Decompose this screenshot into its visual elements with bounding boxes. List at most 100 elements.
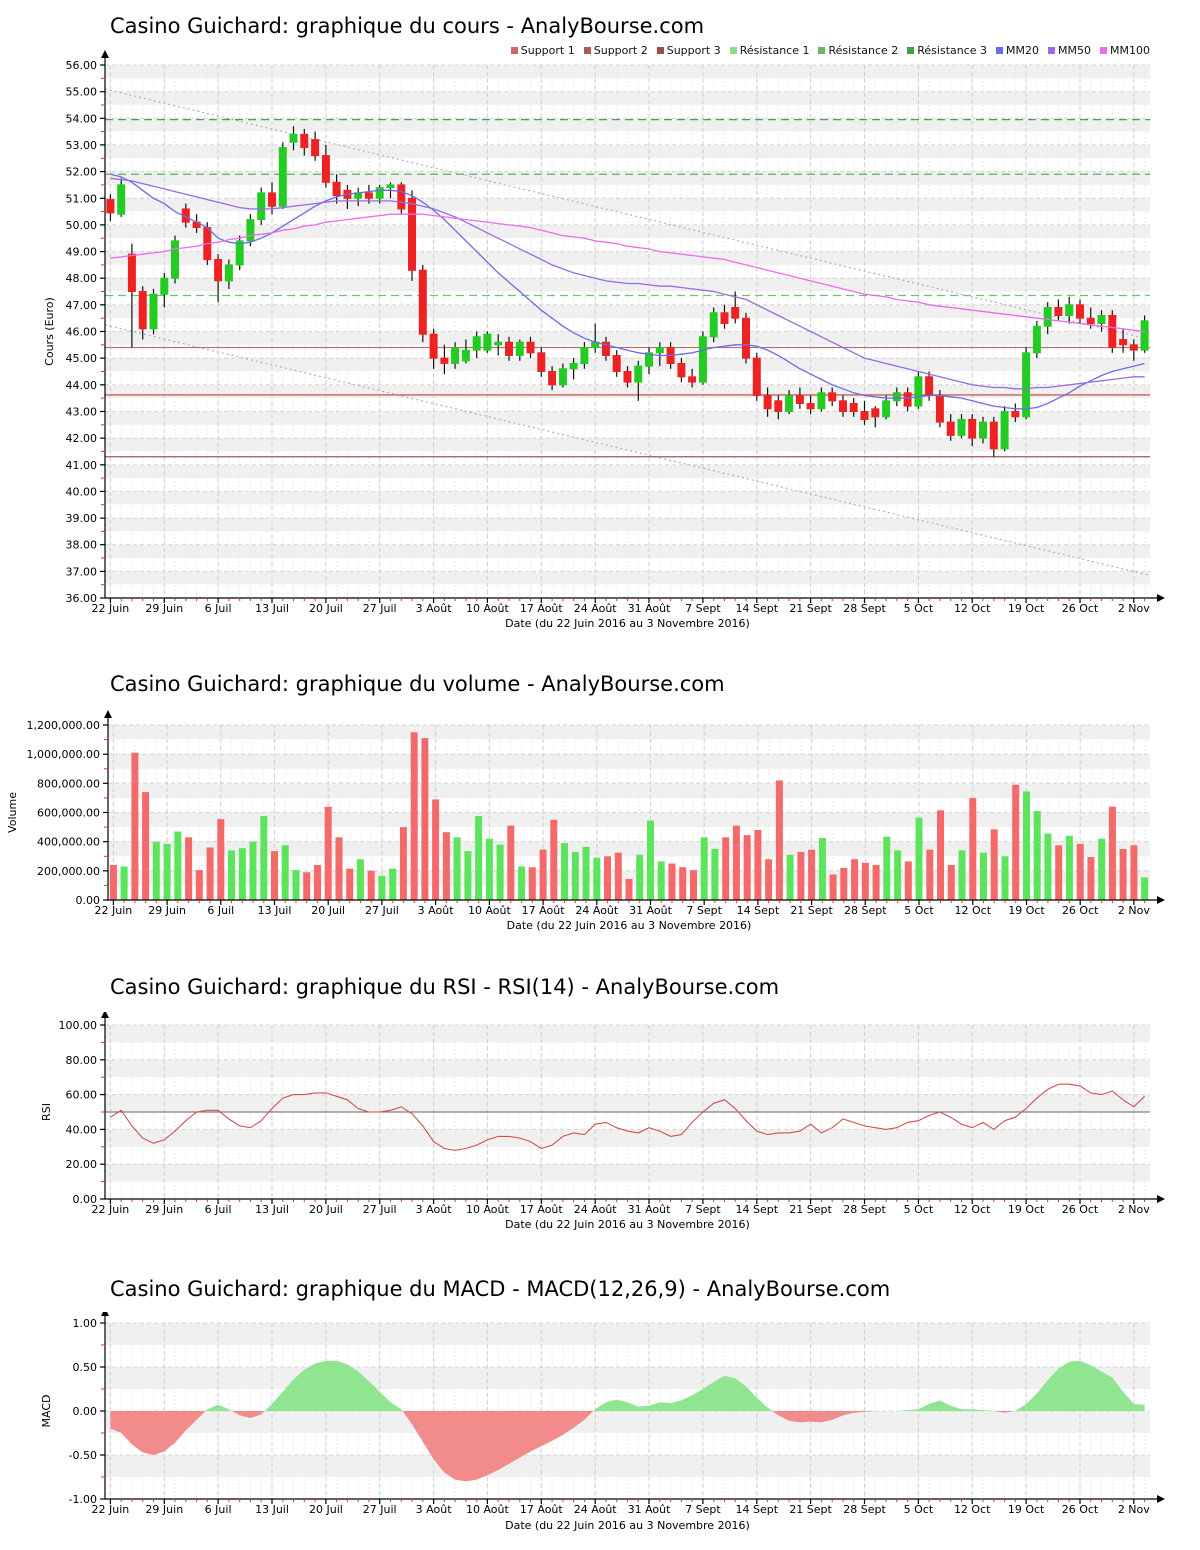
y-axis-title: Cours (Euro): [43, 297, 56, 366]
x-tick-label: 2 Nov: [1118, 904, 1150, 917]
y-tick-label: 200,000.00: [37, 865, 100, 878]
legend-label: Résistance 3: [917, 44, 988, 57]
volume-chart-title: Casino Guichard: graphique du volume - A…: [110, 672, 725, 696]
x-tick-label: 5 Oct: [904, 1203, 934, 1216]
x-tick-label: 13 Juil: [255, 1203, 289, 1216]
x-tick-label: 22 Juin: [92, 1503, 130, 1516]
x-tick-label: 29 Juin: [145, 1503, 183, 1516]
legend-swatch: [729, 47, 737, 54]
x-tick-label: 21 Sept: [789, 1203, 832, 1216]
mm20-line: [110, 173, 1145, 410]
y-tick-label: 38.00: [66, 539, 98, 552]
y-tick-label: 40.00: [66, 1123, 98, 1136]
x-tick-label: 19 Oct: [1008, 1203, 1045, 1216]
y-tick-label: -1.00: [69, 1493, 97, 1506]
x-tick-label: 17 Août: [520, 1503, 564, 1516]
x-tick-label: 14 Sept: [736, 602, 779, 615]
x-tick-label: 12 Oct: [954, 602, 991, 615]
x-tick-label: 21 Sept: [789, 602, 832, 615]
x-tick-label: 12 Oct: [955, 904, 992, 917]
volume-chart: 0.00 200,000.00 400,000.00 600,000.00 800,00…: [6, 710, 1165, 932]
x-tick-label: 17 Août: [520, 602, 564, 615]
legend-item-mm50: MM50: [1048, 44, 1091, 57]
legend-item-résistance-1: Résistance 1: [729, 44, 809, 57]
legend-label: Support 3: [666, 44, 721, 57]
mm100-line: [110, 213, 1145, 333]
rsi-line: [110, 1083, 1145, 1151]
x-tick-label: 27 Juil: [363, 602, 397, 615]
axes: 0.00 20.00 40.00 60.00 80.00 100.00 22 Juin 29 …: [40, 1012, 1165, 1231]
macd-area-positive: [110, 1360, 1145, 1411]
x-tick-label: 2 Nov: [1118, 1503, 1150, 1516]
y-tick-label: 40.00: [66, 485, 98, 498]
y-tick-label: 80.00: [66, 1054, 98, 1067]
legend-item-support-1: Support 1: [510, 44, 575, 57]
x-tick-label: 26 Oct: [1062, 1203, 1099, 1216]
legend-swatch: [1048, 47, 1056, 54]
x-tick-label: 20 Juil: [311, 904, 345, 917]
axes: -1.00 -0.50 0.00 0.50 1.00 22 Juin 29 Juin 6 Ju…: [40, 1312, 1165, 1532]
x-tick-label: 31 Août: [628, 1203, 672, 1216]
trend-channel: [104, 88, 1151, 576]
x-tick-label: 7 Sept: [685, 602, 721, 615]
x-tick-label: 31 Août: [628, 1503, 672, 1516]
legend-label: MM50: [1058, 44, 1092, 57]
x-tick-label: 10 Août: [466, 602, 510, 615]
x-tick-label: 27 Juil: [363, 1203, 397, 1216]
legend-swatch: [656, 47, 664, 54]
x-tick-label: 31 Août: [629, 904, 673, 917]
x-tick-label: 26 Oct: [1062, 1503, 1099, 1516]
legend-swatch: [583, 47, 591, 54]
x-tick-label: 6 Juil: [205, 1503, 232, 1516]
rsi-chart-title: Casino Guichard: graphique du RSI - RSI(…: [110, 975, 780, 999]
x-tick-label: 22 Juin: [95, 904, 133, 917]
price-chart: 36.00 37.00 38.00 39.00 40.00 41.00 42.00 43.00…: [43, 50, 1165, 630]
x-tick-label: 13 Juil: [255, 602, 289, 615]
candles: [106, 126, 1149, 457]
x-tick-label: 7 Sept: [686, 904, 722, 917]
x-tick-label: 19 Oct: [1008, 904, 1045, 917]
x-tick-label: 22 Juin: [92, 1203, 130, 1216]
volume-bars: [109, 732, 1149, 901]
y-tick-label: 45.00: [66, 352, 98, 365]
x-tick-label: 5 Oct: [904, 1503, 934, 1516]
plot-stripes: [105, 1323, 1150, 1477]
legend-label: MM100: [1110, 44, 1150, 57]
y-tick-label: 0.00: [73, 1193, 98, 1206]
x-tick-label: 10 Août: [466, 1203, 510, 1216]
y-tick-label: 55.00: [66, 86, 98, 99]
x-tick-label: 21 Sept: [790, 904, 833, 917]
x-tick-label: 7 Sept: [685, 1203, 721, 1216]
legend-swatch: [996, 47, 1004, 54]
y-axis-title: MACD: [40, 1395, 53, 1428]
legend-item-mm100: MM100: [1100, 44, 1150, 57]
x-tick-label: 19 Oct: [1008, 1503, 1045, 1516]
x-tick-label: 26 Oct: [1062, 602, 1099, 615]
y-tick-label: 52.00: [66, 166, 98, 179]
x-tick-label: 13 Juil: [258, 904, 292, 917]
y-axis-title: Volume: [6, 792, 19, 833]
x-tick-label: 14 Sept: [736, 1203, 779, 1216]
y-tick-label: 1,200,000.00: [27, 719, 100, 732]
x-tick-label: 6 Juil: [205, 1203, 232, 1216]
x-tick-label: 28 Sept: [843, 1503, 886, 1516]
y-tick-label: 0.50: [73, 1361, 98, 1374]
y-tick-label: 49.00: [66, 246, 98, 259]
x-tick-label: 17 Août: [522, 904, 566, 917]
y-tick-label: 54.00: [66, 112, 98, 125]
y-tick-label: 50.00: [66, 219, 98, 232]
x-tick-label: 10 Août: [466, 1503, 510, 1516]
y-tick-label: 37.00: [66, 565, 98, 578]
y-tick-label: 41.00: [66, 459, 98, 472]
plot-stripes: [105, 65, 1150, 585]
y-tick-label: 60.00: [66, 1089, 98, 1102]
y-tick-label: 20.00: [66, 1158, 98, 1171]
x-tick-label: 20 Juil: [309, 602, 343, 615]
y-tick-label: 44.00: [66, 379, 98, 392]
x-tick-label: 2 Nov: [1118, 602, 1150, 615]
x-tick-label: 13 Juil: [255, 1503, 289, 1516]
y-tick-label: 51.00: [66, 192, 98, 205]
x-tick-label: 20 Juil: [309, 1503, 343, 1516]
y-tick-label: 0.00: [73, 1405, 98, 1418]
x-tick-label: 29 Juin: [148, 904, 186, 917]
